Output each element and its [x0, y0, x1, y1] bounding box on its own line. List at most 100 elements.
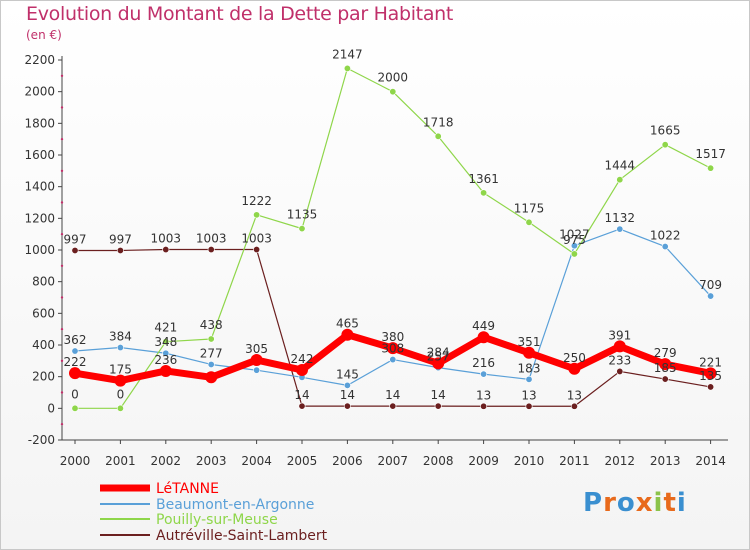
logo-letter: P [583, 488, 604, 518]
y-tick-label: -200 [28, 433, 55, 447]
y-tick-label: 1600 [24, 148, 55, 162]
data-label: 145 [336, 367, 359, 381]
data-point [386, 342, 399, 355]
data-label: 0 [71, 387, 79, 401]
data-label: 997 [109, 232, 132, 246]
x-tick-label: 2012 [605, 454, 636, 468]
x-tick-label: 2004 [241, 454, 272, 468]
data-label: 135 [699, 369, 722, 383]
y-minor-dot [60, 106, 64, 109]
data-label: 465 [336, 317, 359, 331]
y-tick-label: 1200 [24, 211, 55, 225]
data-label: 175 [109, 363, 132, 377]
x-tick-label: 2011 [559, 454, 590, 468]
data-point [616, 176, 624, 184]
x-tick-label: 2003 [196, 454, 227, 468]
data-point [71, 347, 79, 355]
data-point [616, 367, 624, 375]
data-label: 216 [472, 356, 495, 370]
data-label: 2147 [332, 47, 363, 61]
y-tick-label: 1400 [24, 180, 55, 194]
data-point [432, 357, 445, 370]
data-label: 14 [340, 388, 355, 402]
data-label: 975 [563, 233, 586, 247]
data-point [659, 358, 672, 371]
data-label: 14 [431, 388, 446, 402]
y-tick-label: 400 [32, 338, 55, 352]
y-tick-label: 800 [32, 275, 55, 289]
data-label: 305 [245, 342, 268, 356]
data-label: 242 [291, 352, 314, 366]
data-point [525, 402, 533, 410]
x-tick-label: 2001 [105, 454, 136, 468]
x-tick-label: 2008 [423, 454, 454, 468]
data-point [525, 375, 533, 383]
data-point [71, 404, 79, 412]
data-label: 13 [521, 388, 536, 402]
logo-letter: i [653, 488, 664, 518]
data-label: 185 [654, 361, 677, 375]
data-label: 709 [699, 278, 722, 292]
data-label: 14 [385, 388, 400, 402]
data-label: 13 [476, 388, 491, 402]
data-point [298, 225, 306, 233]
data-point [114, 374, 127, 387]
data-point [343, 64, 351, 72]
chart-title: Evolution du Montant de la Dette par Hab… [26, 3, 454, 25]
data-label: 1718 [423, 115, 454, 129]
x-tick-label: 2005 [287, 454, 318, 468]
data-label: 1003 [151, 232, 182, 246]
data-point [207, 335, 215, 343]
x-tick-label: 2010 [514, 454, 545, 468]
legend-label: Autréville-Saint-Lambert [156, 528, 328, 544]
data-label: 391 [608, 328, 631, 342]
logo-letter: o [616, 488, 636, 518]
data-label: 1175 [514, 201, 545, 215]
y-minor-dot [60, 137, 64, 141]
data-point [707, 164, 715, 172]
data-point [343, 402, 351, 410]
x-tick-label: 2009 [468, 454, 499, 468]
data-point [116, 246, 124, 254]
data-point [389, 356, 397, 364]
data-label: 421 [154, 321, 177, 335]
data-point [570, 402, 578, 410]
data-point [250, 354, 263, 367]
data-point [480, 402, 488, 410]
y-tick-label: 1800 [24, 116, 55, 130]
logo-letter: i [676, 488, 687, 518]
logo-letter: r [603, 488, 617, 518]
data-point [389, 88, 397, 96]
y-tick-label: 0 [47, 401, 55, 415]
data-point [298, 402, 306, 410]
data-point [480, 370, 488, 378]
data-label: 1222 [241, 194, 272, 208]
legend-label: Pouilly-sur-Meuse [156, 512, 278, 528]
data-label: 2000 [378, 71, 409, 85]
data-label: 1665 [650, 124, 681, 138]
data-point [477, 331, 490, 344]
data-point [296, 364, 308, 377]
data-point [341, 328, 354, 341]
data-label: 308 [381, 342, 404, 356]
x-tick-label: 2006 [332, 454, 363, 468]
data-label: 277 [200, 346, 223, 360]
data-point [707, 292, 715, 300]
data-point [162, 349, 170, 357]
data-point [116, 344, 124, 352]
proxiti-logo: Proxiti [583, 488, 687, 518]
data-label: 221 [699, 355, 722, 369]
y-minor-dot [60, 359, 64, 363]
data-label: 351 [518, 335, 541, 349]
data-label: 449 [472, 319, 495, 333]
x-tick-label: 2002 [151, 454, 182, 468]
data-point [661, 243, 669, 251]
y-minor-dot [60, 74, 64, 78]
data-point [253, 246, 261, 254]
data-point [434, 132, 442, 140]
data-label: 438 [200, 318, 223, 332]
data-point [253, 211, 261, 219]
data-label: 1361 [468, 172, 499, 186]
y-minor-dot [60, 327, 64, 331]
data-point [568, 362, 581, 375]
